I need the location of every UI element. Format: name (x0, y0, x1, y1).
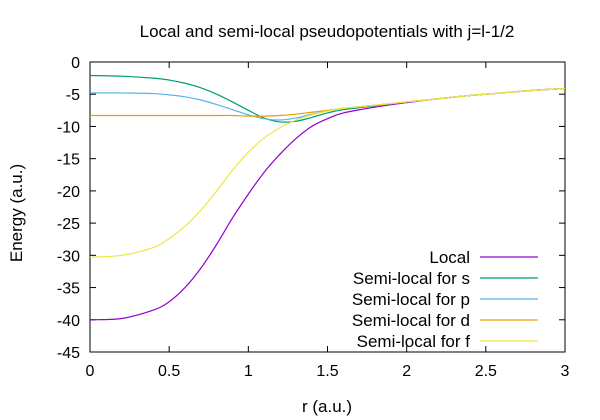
y-tick-label: -35 (57, 281, 80, 298)
legend-label-semi-local-for-d: Semi-local for d (352, 311, 470, 330)
x-tick-label: 0.5 (158, 363, 180, 380)
y-tick-label: 0 (71, 55, 80, 72)
y-tick-label: -25 (57, 216, 80, 233)
y-tick-label: -20 (57, 184, 80, 201)
series-lines (89, 74, 566, 321)
legend-label-semi-local-for-f: Semi-local for f (357, 332, 471, 351)
y-axis-label: Energy (a.u.) (7, 164, 26, 262)
x-tick-label: 3 (561, 363, 570, 380)
series-line-semi-local-for-d (90, 87, 566, 117)
x-tick-label: 2.5 (475, 363, 497, 380)
y-tick-label: -40 (57, 313, 80, 330)
y-tick-label: -15 (57, 152, 80, 169)
y-tick-label: -30 (57, 248, 80, 265)
series-line-local (89, 87, 566, 321)
legend-label-local: Local (429, 248, 470, 267)
series-line-semi-local-for-f (89, 87, 566, 258)
plot-border (89, 61, 566, 353)
y-axis-ticks: 0 -5 -10 -15 -20 -25 -30 -35 -40 -45 (57, 55, 565, 362)
plot-frame (89, 61, 566, 353)
x-tick-label: 0 (86, 363, 95, 380)
chart-title: Local and semi-local pseudopotentials wi… (140, 22, 515, 41)
x-tick-label: 2 (402, 363, 411, 380)
legend-label-semi-local-for-p: Semi-local for p (352, 290, 470, 309)
x-axis-label: r (a.u.) (302, 397, 352, 416)
x-tick-label: 1.5 (316, 363, 338, 380)
legend-label-semi-local-for-s: Semi-local for s (353, 269, 470, 288)
x-tick-label: 1 (244, 363, 253, 380)
y-tick-label: -5 (66, 87, 80, 104)
y-tick-label: -10 (57, 119, 80, 136)
y-tick-label: -45 (57, 345, 80, 362)
legend: Local Semi-local for s Semi-local for p Sem… (352, 248, 538, 351)
x-axis-ticks: 0 0.5 1 1.5 2 2.5 3 (86, 62, 570, 380)
